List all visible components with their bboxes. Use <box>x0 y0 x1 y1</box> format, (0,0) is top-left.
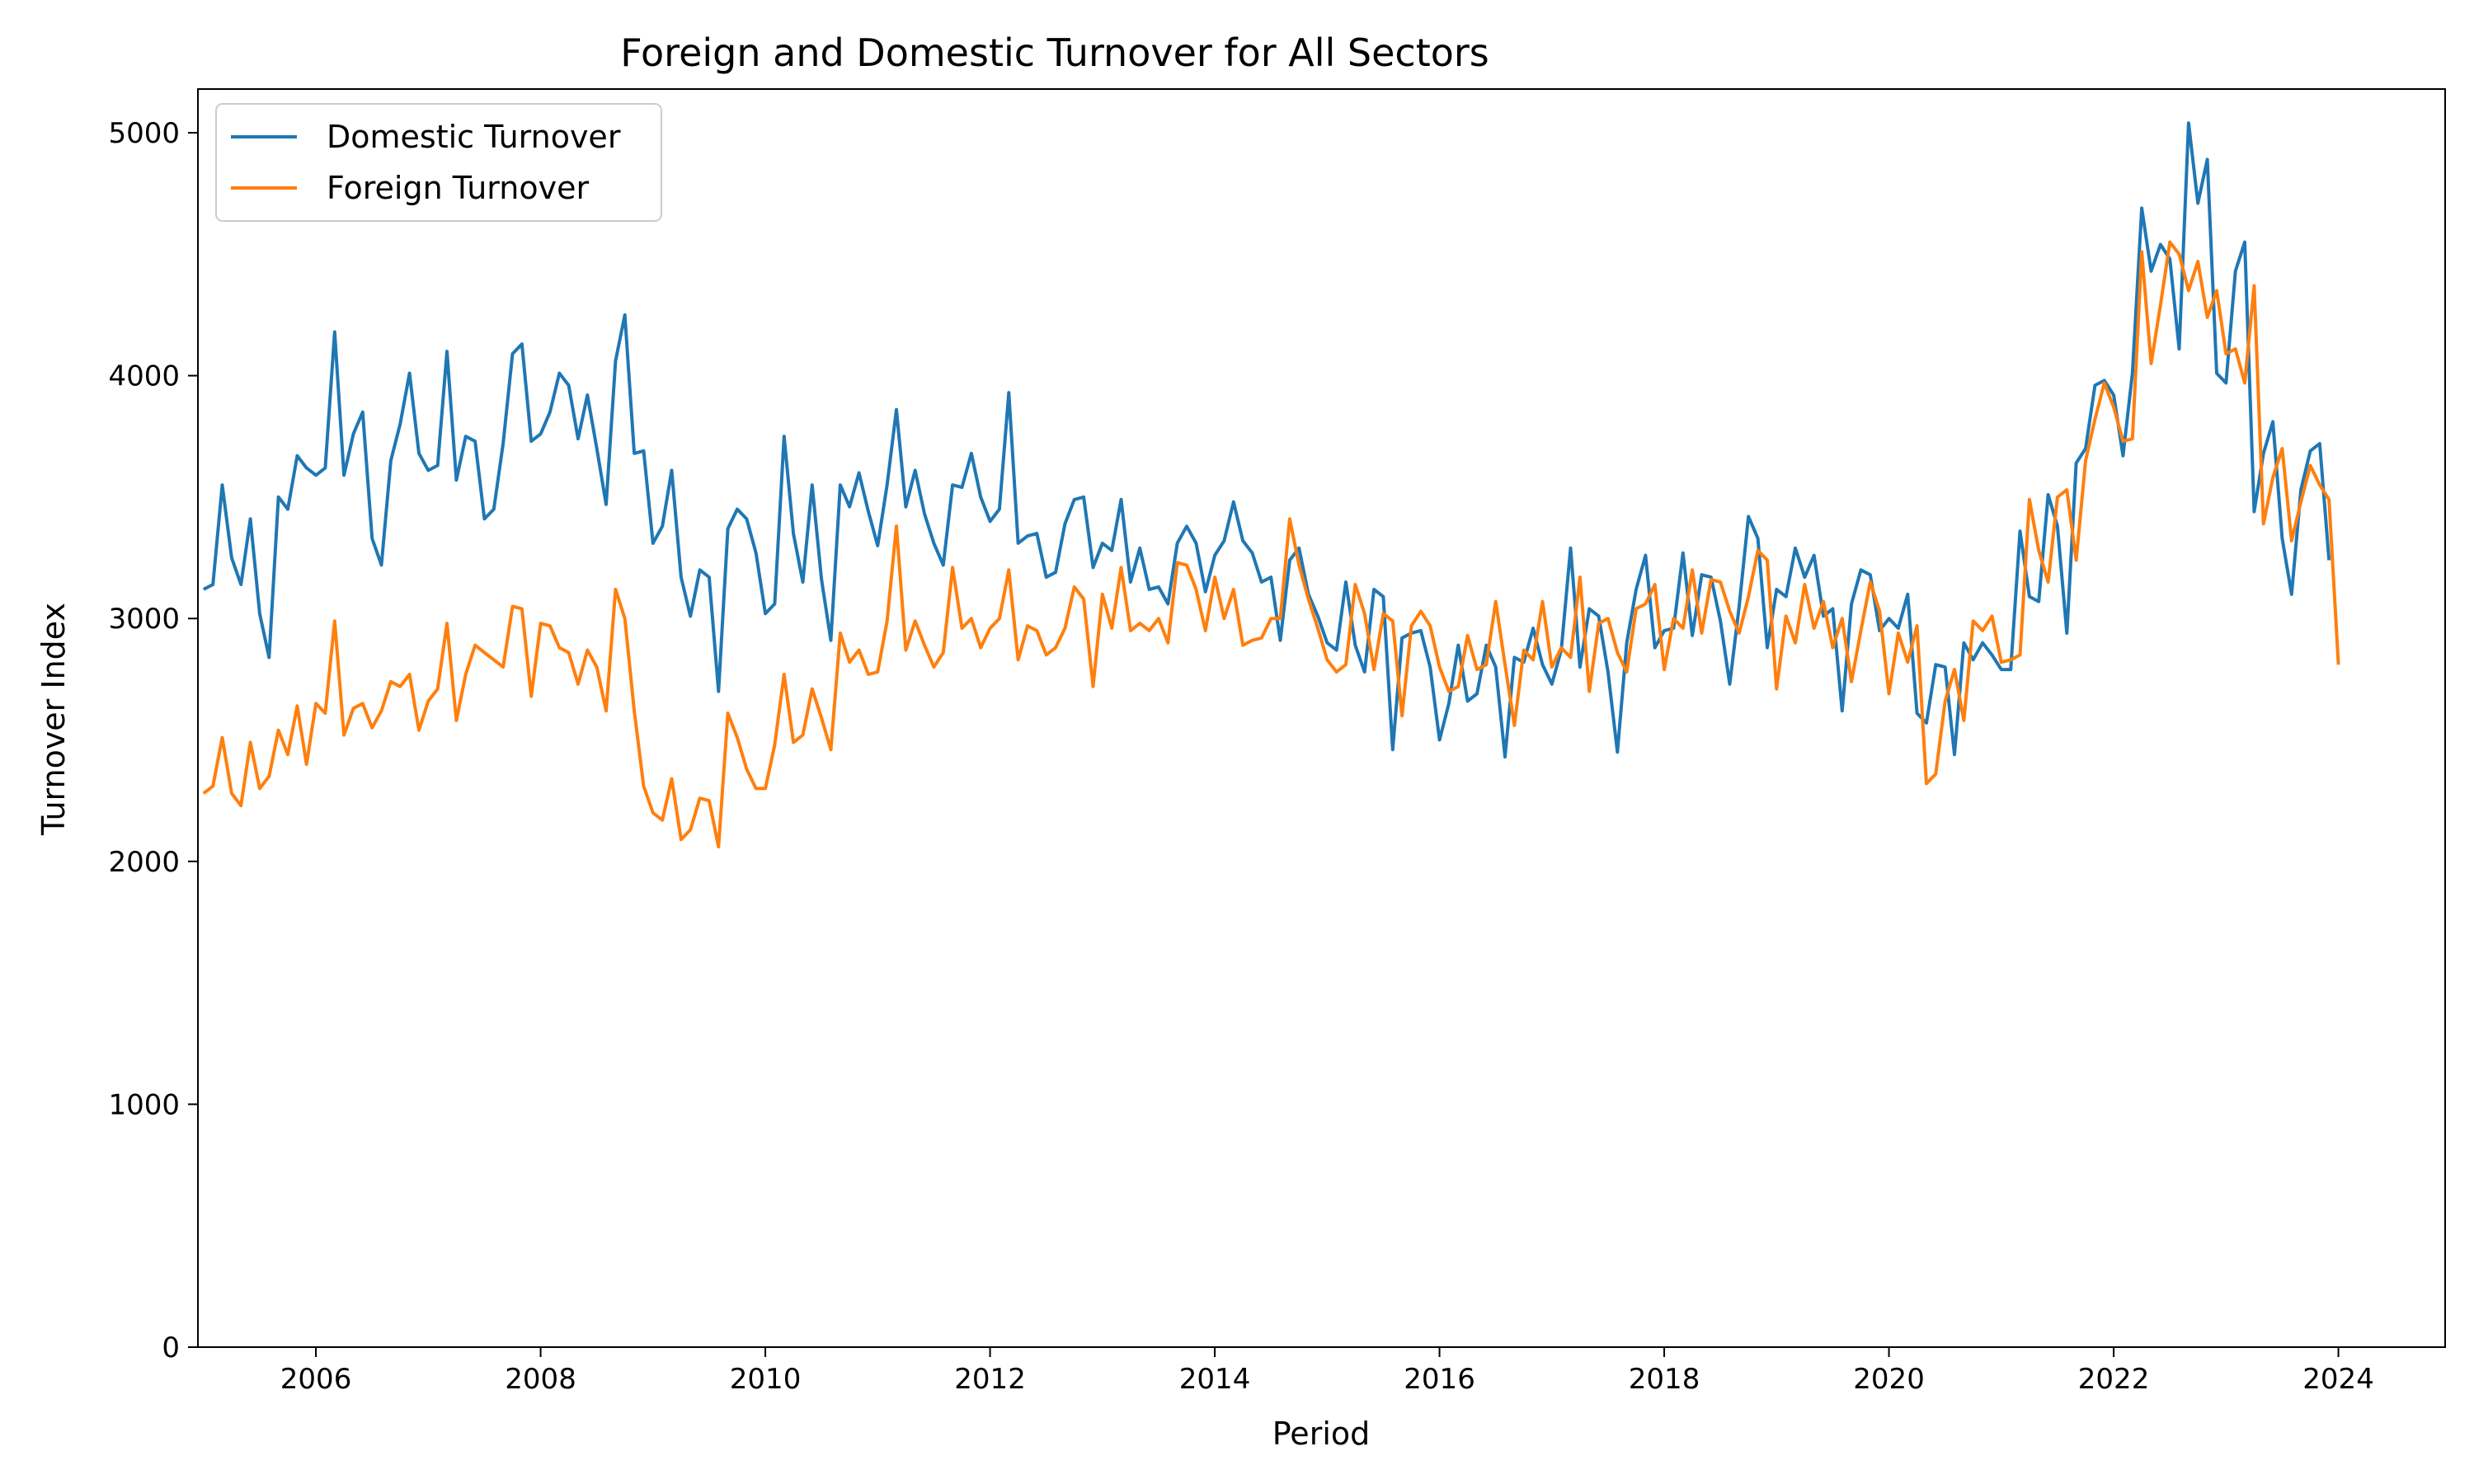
legend: Domestic Turnover Foreign Turnover <box>215 103 662 222</box>
plot-frame <box>197 88 2446 1348</box>
x-tick-label-2018: 2018 <box>1629 1363 1700 1396</box>
series-line-foreign-turnover <box>202 240 2340 849</box>
y-tick-label-3000: 3000 <box>108 603 180 636</box>
x-tick-label-2012: 2012 <box>954 1363 1026 1396</box>
y-tick-label-2000: 2000 <box>108 846 180 879</box>
x-tick-label-2010: 2010 <box>730 1363 802 1396</box>
y-tick-label-4000: 4000 <box>108 360 180 393</box>
x-axis: 2006 2008 2010 2012 2014 2016 2018 2020 2022 2024 <box>280 1347 2374 1396</box>
y-axis-label: Turnover Index <box>35 603 72 836</box>
chart-title: Foreign and Domestic Turnover for All Se… <box>620 31 1489 75</box>
x-tick-label-2022: 2022 <box>2078 1363 2150 1396</box>
x-axis-label: Period <box>1272 1416 1371 1452</box>
x-tick-label-2016: 2016 <box>1404 1363 1475 1396</box>
series-line-domestic-turnover <box>202 121 2331 759</box>
y-axis: 0 1000 2000 3000 4000 5000 <box>108 117 198 1364</box>
x-tick-label-2014: 2014 <box>1179 1363 1251 1396</box>
x-tick-label-2006: 2006 <box>280 1363 352 1396</box>
y-tick-label-0: 0 <box>162 1331 180 1364</box>
legend-label-foreign: Foreign Turnover <box>327 170 589 206</box>
legend-label-domestic: Domestic Turnover <box>327 119 621 155</box>
x-tick-label-2024: 2024 <box>2302 1363 2374 1396</box>
legend-frame <box>215 103 662 222</box>
x-tick-label-2020: 2020 <box>1853 1363 1925 1396</box>
y-tick-label-5000: 5000 <box>108 117 180 150</box>
plot-area <box>202 121 2340 849</box>
y-tick-label-1000: 1000 <box>108 1088 180 1121</box>
x-tick-label-2008: 2008 <box>505 1363 576 1396</box>
